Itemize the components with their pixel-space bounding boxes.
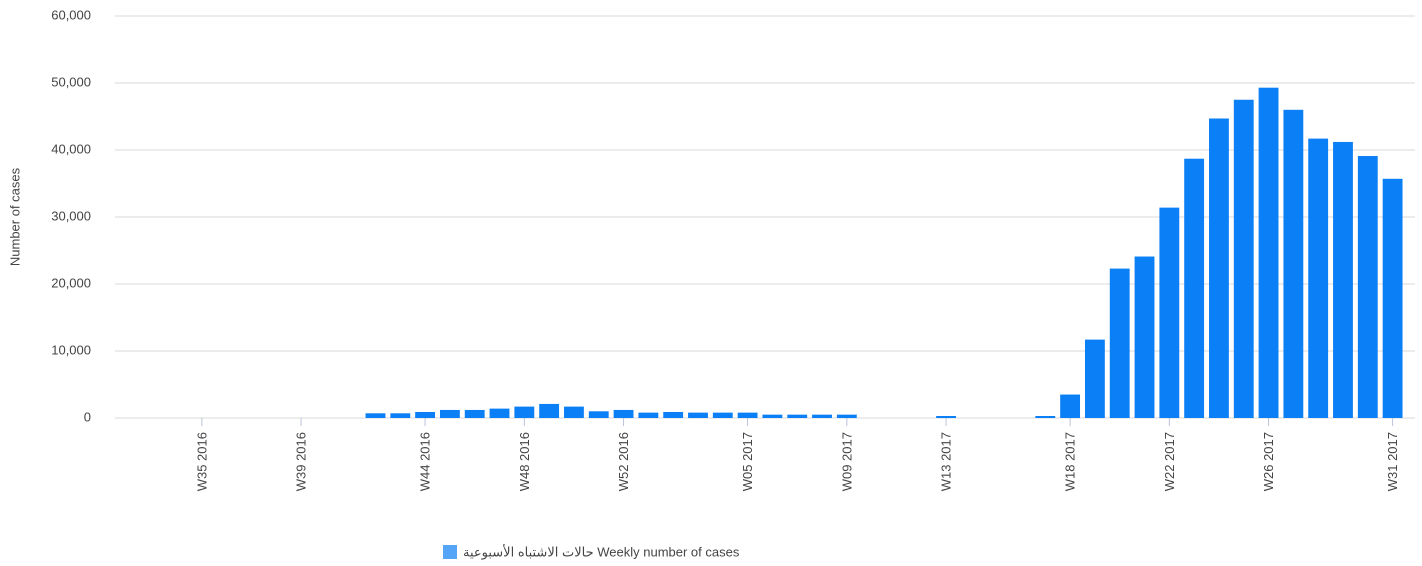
bar [1233, 99, 1254, 418]
bar [638, 412, 659, 418]
x-tick-label: W05 2017 [740, 432, 755, 491]
y-tick-label: 0 [84, 409, 91, 424]
y-tick-label: 10,000 [51, 342, 91, 357]
bar [712, 412, 733, 418]
bar [762, 414, 783, 418]
bar [936, 415, 956, 418]
x-tick-label: W35 2016 [194, 432, 209, 491]
bar [415, 411, 436, 418]
bar [663, 411, 684, 418]
bar [1258, 87, 1279, 418]
bar [1333, 141, 1353, 418]
bar [1308, 138, 1329, 419]
bar [1060, 394, 1081, 418]
bar [812, 414, 832, 418]
x-tick-label: W22 2017 [1162, 432, 1177, 491]
y-axis-label: Number of cases [7, 167, 22, 266]
y-tick-label: 20,000 [51, 275, 91, 290]
bar [390, 413, 411, 418]
bar [1283, 109, 1304, 419]
bar [1035, 415, 1056, 418]
bar [1084, 339, 1105, 418]
y-tick-label: 60,000 [51, 7, 91, 22]
x-tick-label: W48 2016 [517, 432, 532, 491]
x-tick-label: W44 2016 [418, 432, 433, 491]
bar [365, 413, 386, 418]
legend-swatch [443, 545, 457, 559]
x-tick-label: W31 2017 [1385, 432, 1400, 491]
bar [1184, 158, 1205, 418]
bar [1159, 207, 1180, 418]
bar [1382, 178, 1403, 418]
bar [1357, 156, 1378, 418]
bar [588, 411, 609, 418]
bar [737, 412, 758, 418]
bar [539, 403, 560, 418]
x-tick-label: W09 2017 [839, 432, 854, 491]
bar [489, 408, 510, 418]
x-tick-label: W39 2016 [293, 432, 308, 491]
bar [564, 406, 584, 418]
bar [439, 409, 460, 418]
bar [1209, 118, 1229, 418]
x-tick-label: W52 2016 [616, 432, 631, 491]
bar [464, 409, 485, 418]
bar [1134, 256, 1155, 418]
bar [514, 406, 535, 418]
x-tick-label: W13 2017 [938, 432, 953, 491]
legend-label: حالات الاشتباه الأسبوعية Weekly number o… [463, 543, 740, 560]
x-tick-label: W26 2017 [1261, 432, 1276, 491]
bar [688, 412, 708, 418]
bar [836, 414, 857, 418]
y-tick-label: 40,000 [51, 141, 91, 156]
y-tick-label: 30,000 [51, 208, 91, 223]
bar [613, 409, 634, 418]
y-tick-label: 50,000 [51, 74, 91, 89]
bar [1109, 268, 1130, 418]
x-tick-label: W18 2017 [1063, 432, 1078, 491]
bar [787, 414, 808, 418]
